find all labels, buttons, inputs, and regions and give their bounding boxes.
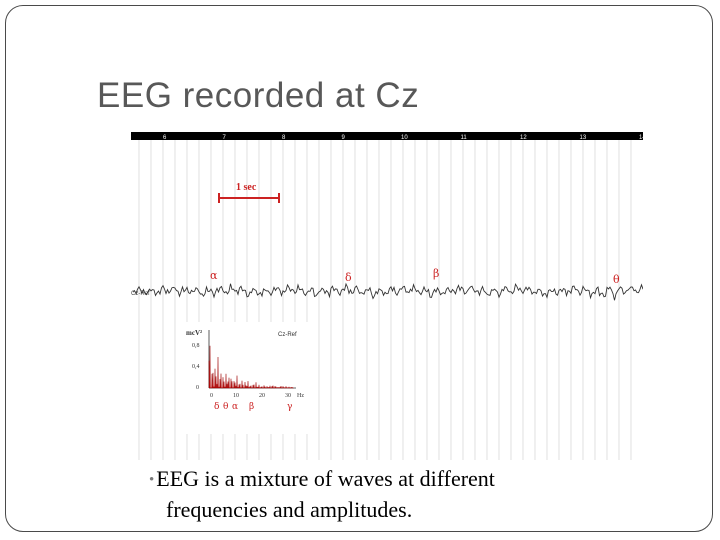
inset-band-delta: δ (214, 402, 219, 412)
inset-y-unit: mcV² (186, 329, 202, 337)
spectrum-fill (208, 345, 294, 389)
slide-frame: EEG recorded at Cz 6 7 8 9 10 11 12 13 14 1 sec … (5, 5, 713, 532)
time-tick-label: 8 (282, 135, 286, 141)
inset-x-unit: Hz (297, 393, 304, 399)
power-spectrum-inset: mcV² Cz-Ref 0,8 0,4 0 0 10 20 30 Hz δ θ … (186, 322, 308, 434)
inset-y-tick-0: 0,8 (192, 343, 200, 349)
time-tick-label: 13 (580, 135, 587, 141)
time-tick-label: 7 (223, 135, 227, 141)
bullet-icon: • (149, 472, 155, 488)
theta-wave-label: θ (613, 273, 620, 286)
time-tick-label: 6 (163, 135, 167, 141)
bullet-text-line2: frequencies and amplitudes. (166, 497, 413, 522)
time-tick-labels: 6 7 8 9 10 11 12 13 14 (163, 135, 643, 141)
inset-x-tick-0: 0 (210, 393, 213, 399)
inset-band-beta: β (249, 402, 254, 412)
eeg-trace (132, 282, 643, 301)
inset-y-tick-1: 0,4 (192, 364, 200, 370)
inset-x-tick-1: 10 (233, 393, 239, 399)
bullet-text-line1: EEG is a mixture of waves at different (156, 466, 495, 491)
inset-band-theta: θ (223, 402, 228, 412)
time-ruler-bar (131, 132, 643, 140)
slide-title: EEG recorded at Cz (97, 76, 420, 115)
alpha-wave-label: α (210, 269, 218, 282)
time-tick-label: 14 (639, 135, 643, 141)
inset-band-alpha: α (232, 402, 238, 412)
channel-label: Cz-Ref (131, 291, 150, 297)
inset-band-gamma: γ (287, 402, 292, 412)
time-tick-label: 9 (342, 135, 346, 141)
beta-wave-label: β (433, 267, 439, 280)
scale-bar-label: 1 sec (236, 182, 257, 193)
inset-x-tick-3: 30 (285, 393, 291, 399)
time-tick-label: 11 (461, 135, 468, 141)
bullet-point: •EEG is a mixture of waves at different … (149, 465, 689, 523)
inset-background (186, 322, 308, 434)
eeg-figure: 6 7 8 9 10 11 12 13 14 1 sec Cz-Ref α δ β θ mcV²… (131, 130, 643, 460)
eeg-figure-svg: 6 7 8 9 10 11 12 13 14 1 sec Cz-Ref α δ β θ mcV²… (131, 132, 643, 460)
time-tick-label: 10 (401, 135, 408, 141)
delta-wave-label: δ (345, 271, 352, 284)
time-tick-label: 12 (520, 135, 527, 141)
inset-x-tick-2: 20 (259, 393, 265, 399)
inset-y-tick-2: 0 (196, 385, 199, 391)
inset-channel-label: Cz-Ref (278, 332, 297, 338)
